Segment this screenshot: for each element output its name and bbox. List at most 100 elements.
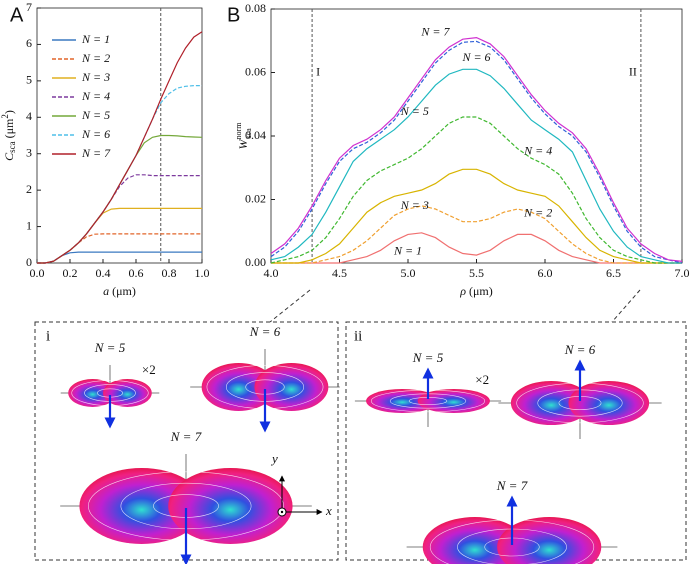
x-axis-label: ρ (μm) <box>459 284 493 298</box>
panel-frame <box>345 321 687 561</box>
y-tick-label: 3 <box>26 145 32 159</box>
scale-label: ×2 <box>142 362 156 377</box>
series-line <box>37 207 202 264</box>
left-lobe <box>79 468 204 544</box>
y-tick-label: 4 <box>26 109 32 123</box>
shape-label: N = 5 <box>94 340 126 355</box>
x-tick-label: 6.0 <box>538 266 553 280</box>
x-tick-label: 0.8 <box>162 266 177 280</box>
y-tick-label: 0.02 <box>245 191 266 205</box>
right-lobe <box>103 379 152 407</box>
label-part: (μm) <box>109 284 136 298</box>
left-lobe <box>201 363 276 411</box>
y-tick-label: 0.00 <box>245 255 266 269</box>
panel-frame <box>34 321 339 561</box>
series-label: N = 1 <box>393 244 422 258</box>
shape-label: N = 6 <box>249 324 281 339</box>
y-axis-label: Csca (μm2) <box>0 110 17 161</box>
label-part: sca <box>7 141 17 153</box>
legend-label: N = 5 <box>81 108 110 122</box>
y-tick-label: 0 <box>26 255 32 269</box>
x-tick-label: 7.0 <box>675 266 690 280</box>
legend-label: N = 7 <box>81 146 111 160</box>
x-tick-label: 4.0 <box>264 266 279 280</box>
right-lobe <box>168 468 293 544</box>
series-line <box>37 233 202 264</box>
right-lobe <box>254 363 329 411</box>
series-line <box>270 36 683 262</box>
right-lobe <box>497 517 602 564</box>
coord-label: y <box>270 451 278 466</box>
x-tick-label: 5.5 <box>469 266 484 280</box>
label-part: C <box>2 152 16 161</box>
y-tick-label: 0.06 <box>245 64 266 78</box>
series-label: N = 5 <box>400 104 429 118</box>
legend-label: N = 3 <box>81 70 110 84</box>
shape-label: N = 7 <box>496 478 528 493</box>
right-lobe <box>568 381 650 425</box>
series-label: N = 2 <box>523 206 552 220</box>
x-tick-label: 0.0 <box>30 266 45 280</box>
shape-label: N = 5 <box>412 350 444 365</box>
left-lobe <box>68 379 117 407</box>
legend-label: N = 6 <box>81 127 110 141</box>
label-part: a <box>103 284 109 298</box>
legend-label: N = 1 <box>81 32 110 46</box>
reference-label: I <box>316 64 320 78</box>
series-line <box>270 40 683 264</box>
x-tick-label: 0.2 <box>63 266 78 280</box>
y-tick-label: 0.04 <box>245 128 266 142</box>
series-line <box>37 85 202 264</box>
plot-frame <box>36 7 203 264</box>
panel-letter: B <box>227 4 240 26</box>
y-tick-label: 0.08 <box>245 1 266 15</box>
panel-letter: A <box>10 4 24 26</box>
left-lobe <box>510 381 592 425</box>
connector <box>269 289 311 323</box>
label-part: (μm <box>2 118 16 141</box>
series-label: N = 4 <box>523 144 552 158</box>
legend-label: N = 4 <box>81 89 110 103</box>
connector <box>611 289 641 323</box>
y-tick-label: 5 <box>26 73 32 87</box>
series-label: N = 6 <box>461 50 490 64</box>
x-tick-label: 0.4 <box>96 266 111 280</box>
x-tick-label: 1.0 <box>195 266 210 280</box>
label-part: sca <box>244 128 253 139</box>
panel-label: ii <box>354 328 362 344</box>
series-line <box>37 174 202 264</box>
shape-label: N = 7 <box>170 429 202 444</box>
label-part: 2 <box>0 114 10 119</box>
label-part: ) <box>2 110 16 114</box>
y-tick-label: 6 <box>26 36 32 50</box>
label-part: ρ <box>459 284 466 298</box>
y-tick-label: 2 <box>26 182 32 196</box>
plot-frame <box>270 8 683 264</box>
left-lobe <box>366 389 439 413</box>
series-line <box>271 205 682 264</box>
series-line <box>37 31 203 264</box>
series-line <box>271 168 682 264</box>
label-part: W <box>236 138 250 149</box>
x-tick-label: 4.5 <box>332 266 347 280</box>
right-lobe <box>417 389 490 413</box>
series-line <box>37 251 202 264</box>
x-tick-label: 5.0 <box>401 266 416 280</box>
y-tick-label: 7 <box>26 0 32 14</box>
coord-origin-dot <box>280 510 284 514</box>
series-line <box>270 68 682 264</box>
reference-label: II <box>629 64 637 78</box>
shape-label: N = 6 <box>564 342 596 357</box>
x-tick-label: 6.5 <box>606 266 621 280</box>
series-line <box>270 116 682 264</box>
label-part: (μm) <box>466 284 493 298</box>
series-label: N = 7 <box>420 25 450 39</box>
x-axis-label: a (μm) <box>103 284 136 298</box>
y-tick-label: 1 <box>26 218 32 232</box>
series-label: N = 3 <box>400 198 429 212</box>
coord-label: x <box>325 503 332 518</box>
legend-label: N = 2 <box>81 51 110 65</box>
scale-label: ×2 <box>475 372 489 387</box>
y-axis-label: Wnormsca <box>234 122 253 150</box>
